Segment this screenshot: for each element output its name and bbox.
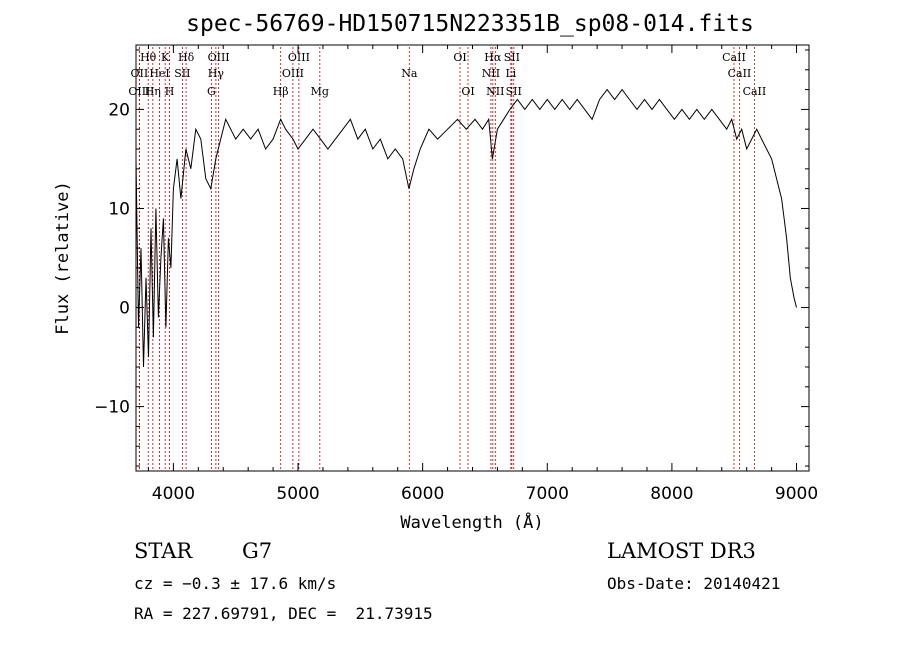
spectral-line-label: SII bbox=[174, 67, 190, 80]
redshift-velocity: cz = −0.3 ± 17.6 km/s bbox=[134, 574, 337, 593]
spectral-line-label: G bbox=[207, 85, 216, 98]
spectral-line-label: CaII bbox=[728, 67, 752, 80]
spectral-line-label: OIII bbox=[128, 85, 150, 98]
spectral-line-label: OI bbox=[461, 85, 474, 98]
spectral-line-label: Hδ bbox=[178, 51, 195, 64]
chart-title: spec-56769-HD150715N223351B_sp08-014.fit… bbox=[186, 11, 754, 37]
spectral-line-label: Hθ bbox=[140, 51, 157, 64]
spectral-line-label: NII bbox=[482, 67, 500, 80]
spectral-line-markers bbox=[138, 47, 755, 471]
coordinates: RA = 227.69791, DEC = 21.73915 bbox=[134, 604, 433, 623]
x-axis-ticks: 4000 5000 6000 7000 8000 9000 bbox=[147, 45, 818, 504]
spectral-line-label: SII bbox=[504, 51, 520, 64]
spectral-line-label: CaII bbox=[722, 51, 746, 64]
spectral-line-label: Li bbox=[505, 67, 516, 80]
y-axis-label: Flux (relative) bbox=[53, 181, 73, 335]
x-tick-label: 6000 bbox=[401, 484, 444, 504]
spectral-line-label: SII bbox=[506, 85, 522, 98]
spectral-line-label: OIII bbox=[208, 51, 230, 64]
plot-frame bbox=[135, 44, 810, 472]
spectral-line-label: K bbox=[161, 51, 170, 64]
spectral-line-label: NII bbox=[486, 85, 504, 98]
x-tick-label: 7000 bbox=[526, 484, 569, 504]
spectrum-line bbox=[135, 88, 797, 368]
x-tick-label: 9000 bbox=[775, 484, 818, 504]
spectral-line-label: OII bbox=[131, 67, 149, 80]
spectral-line-label: OIII bbox=[282, 67, 304, 80]
x-tick-label: 5000 bbox=[276, 484, 319, 504]
spectral-line-label: OI bbox=[453, 51, 466, 64]
x-tick-label: 4000 bbox=[152, 484, 195, 504]
spectral-line-label: OIII bbox=[288, 51, 310, 64]
spectral-line-label: H bbox=[165, 85, 175, 98]
survey-name: LAMOST DR3 bbox=[607, 539, 756, 563]
y-tick-label: −10 bbox=[94, 398, 130, 418]
spectral-line-labels: Hθ OII OIII K HeI Hη H SII Hδ OIII Hγ G Hβ OIII OIII Mg… bbox=[128, 51, 766, 98]
spectral-line-label: Hα bbox=[484, 51, 502, 64]
spectral-line-label: Na bbox=[401, 67, 418, 80]
y-tick-label: 0 bbox=[119, 299, 130, 319]
spectral-line-label: HeI bbox=[149, 67, 169, 80]
spectral-line-label: Hγ bbox=[208, 67, 225, 80]
spectral-line-label: Hβ bbox=[273, 85, 289, 98]
y-tick-label: 20 bbox=[108, 100, 130, 120]
y-axis-ticks: −10 0 10 20 bbox=[94, 49, 809, 467]
spectral-line-label: Hη bbox=[145, 85, 161, 98]
object-subclass: G7 bbox=[242, 539, 273, 563]
spectral-line-label: Mg bbox=[311, 85, 329, 98]
spectral-line-label: CaII bbox=[743, 85, 767, 98]
observation-date: Obs-Date: 20140421 bbox=[607, 574, 781, 593]
y-tick-label: 10 bbox=[108, 199, 130, 219]
x-axis-label: Wavelength (Å) bbox=[400, 511, 543, 533]
object-class: STAR bbox=[134, 539, 193, 563]
x-tick-label: 8000 bbox=[650, 484, 693, 504]
